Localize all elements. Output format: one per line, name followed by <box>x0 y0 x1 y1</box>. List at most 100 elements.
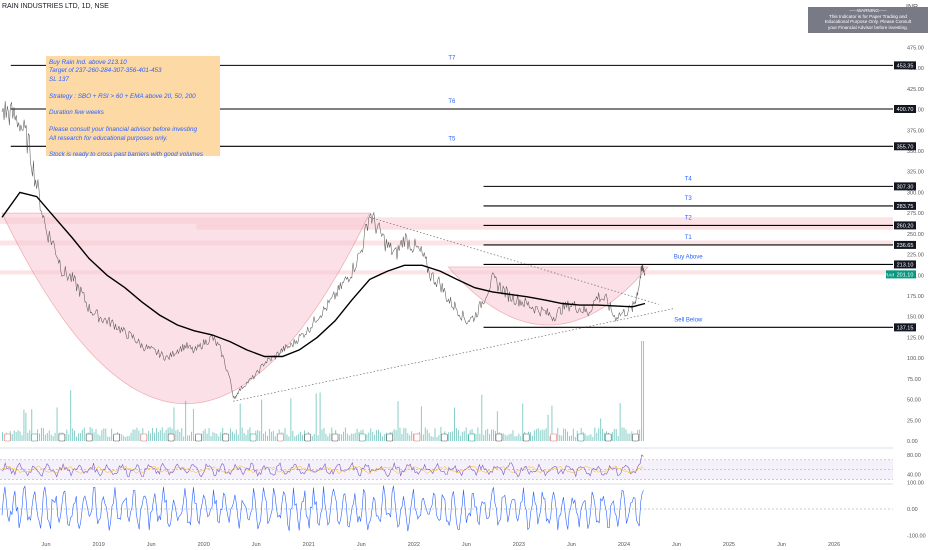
volume-bar <box>592 436 594 441</box>
volume-bar <box>487 428 489 441</box>
volume-bar <box>352 433 354 441</box>
volume-bar <box>341 434 343 441</box>
volume-bar <box>621 427 623 441</box>
price-axis-label: 150.00 <box>907 315 924 321</box>
volume-bar <box>204 428 206 441</box>
volume-bar <box>17 430 19 441</box>
volume-bar <box>492 429 494 441</box>
time-axis-label: 2019 <box>93 542 105 548</box>
volume-bar <box>602 428 604 441</box>
volume-bar <box>105 428 107 441</box>
level-tag-box <box>894 201 916 210</box>
volume-bar <box>459 435 461 441</box>
level-tag: 307.30 <box>897 184 914 190</box>
volume-bar <box>393 429 395 441</box>
chart-title: RAIN INDUSTRIES LTD, 1D, NSE <box>2 3 109 10</box>
level-tag: 137.15 <box>897 325 914 331</box>
volume-bar <box>485 429 487 441</box>
volume-bar <box>249 427 251 441</box>
level-tag-box <box>894 221 916 230</box>
volume-bar <box>109 436 111 441</box>
price-axis-label: 250.00 <box>907 232 924 238</box>
event-marker <box>249 433 257 442</box>
volume-bar <box>588 435 590 441</box>
volume-bar <box>438 435 440 441</box>
volume-bar <box>401 433 403 441</box>
volume-bar <box>481 394 483 441</box>
volume-bar <box>296 435 298 441</box>
volume-bar <box>516 436 518 441</box>
volume-bar <box>531 435 533 441</box>
volume-bar <box>399 427 401 441</box>
volume-bar <box>311 436 313 441</box>
price-axis-label: 375.00 <box>907 128 924 134</box>
strategy-note[interactable]: Buy Rain Ind. above 213.10 Target of 237… <box>46 56 220 158</box>
event-marker <box>359 433 366 442</box>
event-marker <box>113 433 120 442</box>
volume-bar <box>122 435 124 441</box>
level-tag-box <box>894 323 916 332</box>
volume-bar <box>627 433 629 441</box>
warning-line: -----WARNING----- <box>849 8 887 13</box>
volume-bar <box>420 406 422 441</box>
volume-bar <box>245 434 247 441</box>
volume-bar <box>319 392 321 441</box>
volume-bar <box>132 429 134 441</box>
volume-bar <box>155 428 157 441</box>
note-gap <box>49 101 217 109</box>
volume-bar <box>259 431 261 441</box>
volume-bar <box>565 428 567 441</box>
volume-bar <box>120 434 122 441</box>
level-tag: 260.20 <box>897 223 914 229</box>
level-label: T7 <box>448 55 456 61</box>
price-axis-label: 100.00 <box>907 356 924 362</box>
volume-bar <box>403 427 405 441</box>
time-axis-label: 2024 <box>618 542 630 548</box>
volume-bar <box>639 429 641 441</box>
volume-bar <box>214 432 216 441</box>
volume-bar <box>107 436 109 441</box>
volume-bar <box>93 432 95 441</box>
volume-bar <box>617 436 619 441</box>
event-marker <box>222 433 230 442</box>
oscillator-axis-label: 0.00 <box>907 507 918 513</box>
volume-bar <box>165 429 167 441</box>
volume-bar <box>302 434 304 441</box>
volume-bar <box>265 431 267 441</box>
volume-bar <box>286 434 288 441</box>
price-axis-label: 0.00 <box>907 439 918 445</box>
volume-bar <box>329 433 331 441</box>
volume-bar <box>152 427 154 441</box>
note-gap <box>49 84 217 92</box>
time-axis-label: 2023 <box>513 542 525 548</box>
volume-bar <box>559 434 561 441</box>
volume-bar <box>570 435 572 441</box>
price-axis-label: 475.00 <box>907 45 924 51</box>
level-tag-box <box>894 182 916 191</box>
level-label: T6 <box>448 99 456 105</box>
level-tag-box <box>894 240 916 249</box>
volume-bar <box>185 400 187 441</box>
volume-bar <box>31 409 33 441</box>
rsi-signal-series <box>1 465 644 474</box>
volume-bar <box>54 432 56 441</box>
oscillator-axis-label: -100.00 <box>907 533 926 539</box>
volume-bar <box>208 428 210 441</box>
level-tag: 355.70 <box>897 144 914 150</box>
volume-bar <box>270 431 272 441</box>
volume-bar <box>376 430 378 441</box>
volume-bar <box>99 435 101 441</box>
level-label: Buy Above <box>674 254 703 260</box>
volume-bar <box>432 436 434 441</box>
resistance-zone <box>0 240 893 246</box>
volume-bar <box>206 433 208 441</box>
event-marker <box>440 433 448 442</box>
volume-bar <box>411 431 413 441</box>
volume-bar <box>547 414 549 441</box>
event-marker <box>468 433 475 442</box>
support-trendline <box>233 308 675 402</box>
volume-bar <box>489 434 491 441</box>
volume-bar <box>23 409 25 441</box>
event-marker <box>167 433 175 442</box>
